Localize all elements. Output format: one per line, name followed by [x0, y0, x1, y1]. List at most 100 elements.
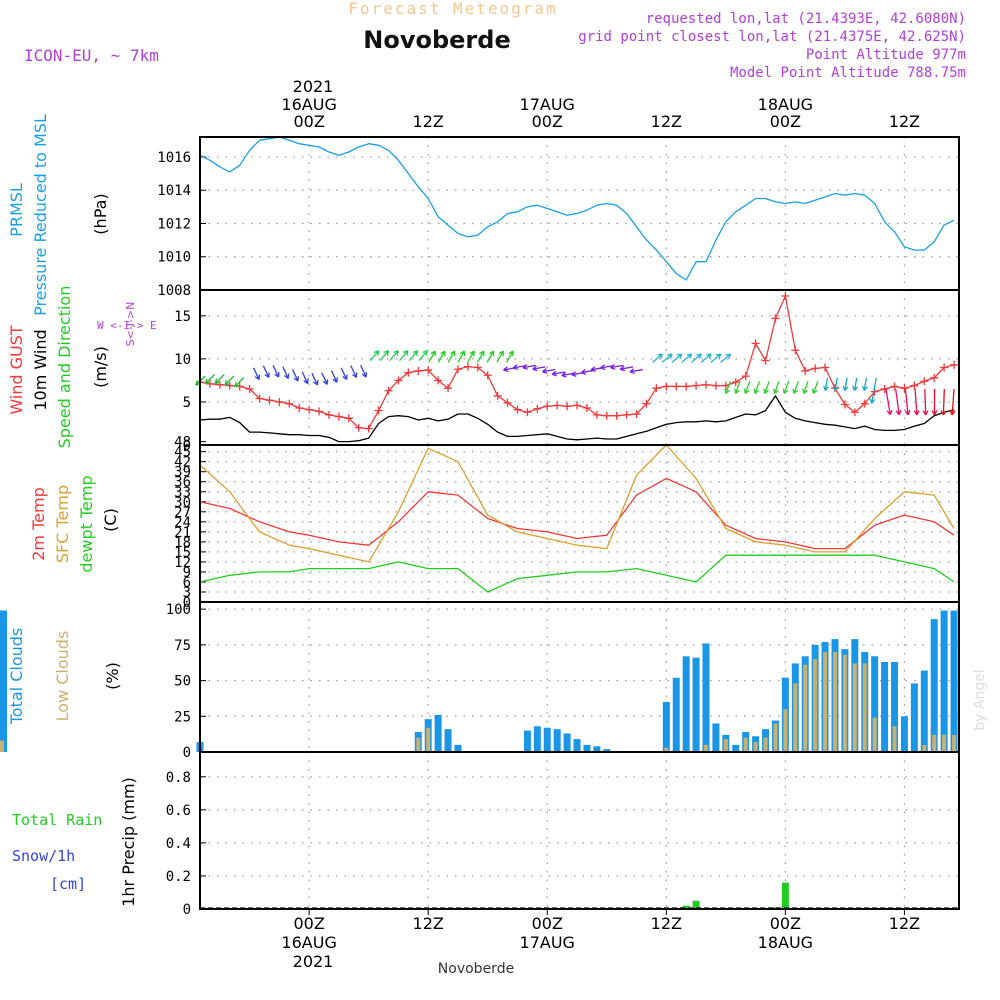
temperature-plot-area: [200, 445, 959, 602]
gust-marker: [602, 411, 611, 420]
wind-arrow: [823, 377, 829, 392]
wind-series-line: [199, 395, 955, 443]
wind-arrow: [467, 350, 475, 363]
top-tick-date: 18AUG: [758, 95, 813, 114]
clouds-bar: [702, 643, 710, 752]
label-2m-temp: 2m Temp: [29, 487, 48, 561]
label-snow-unit: [cm]: [50, 875, 86, 893]
gust-marker: [622, 410, 631, 419]
gust-marker: [453, 365, 462, 374]
wind-arrow: [437, 350, 446, 363]
gust-marker: [463, 362, 472, 371]
gust-marker: [434, 376, 443, 385]
wind-arrow: [842, 377, 849, 392]
wind-arrow: [734, 381, 741, 394]
gust-marker: [315, 407, 324, 416]
wind-ytick-label: 5: [183, 395, 191, 411]
top-tick-label: 00Z: [532, 112, 563, 131]
bottom-tick-label: 00Z: [532, 914, 563, 933]
gust-marker: [910, 381, 919, 390]
pressure-ytick-label: 1014: [157, 183, 191, 199]
precip-bar: [682, 905, 690, 909]
clouds-bar: [563, 733, 571, 752]
wind-arrow: [496, 350, 504, 363]
gust-marker: [930, 373, 939, 382]
wind-arrow: [773, 381, 780, 394]
precip-ytick-label: 0.6: [166, 803, 191, 819]
clouds-bar: [682, 656, 690, 752]
clouds-bar: [922, 744, 927, 752]
label-wind-gust: Wind GUST: [7, 325, 26, 415]
gust-marker: [305, 405, 314, 414]
gust-marker: [414, 366, 423, 375]
precip-panel: 0 0.2 0.4 0.6 0.8: [166, 751, 960, 918]
temperature-ytick-label: 12: [174, 555, 191, 571]
gust-marker: [751, 339, 760, 348]
temperature-ytick-label: 21: [174, 525, 191, 541]
label-precip: 1hr Precip (mm): [119, 777, 138, 907]
temperature-ytick-label: 24: [174, 515, 191, 531]
gust-marker: [563, 402, 572, 411]
wind-arrow: [619, 365, 634, 372]
wind-arrow: [399, 350, 409, 362]
top-tick-label: 12Z: [651, 112, 682, 131]
gust-marker: [334, 412, 343, 421]
gust-marker: [741, 372, 750, 381]
gust-marker: [702, 380, 710, 389]
wind-arrow: [763, 381, 770, 394]
gust-marker: [483, 371, 492, 380]
clouds-bar: [872, 717, 877, 752]
wind-arrow: [931, 389, 938, 416]
wind-arrow: [321, 372, 329, 385]
clouds-bar: [842, 654, 847, 752]
gust-marker: [205, 379, 214, 388]
temperature-series-0: [199, 477, 955, 550]
gust-marker: [840, 400, 849, 409]
label-ms: (m/s): [91, 346, 110, 388]
gust-marker: [255, 394, 264, 403]
wind-arrow: [743, 381, 751, 394]
precip-bar: [692, 900, 700, 909]
wind-arrow: [700, 353, 712, 363]
wind-arrow: [832, 377, 839, 392]
gust-marker: [592, 410, 601, 419]
clouds-bar: [573, 739, 581, 752]
gust-marker: [295, 403, 304, 412]
precip-ytick-label: 0: [183, 902, 191, 918]
gust-marker: [880, 385, 889, 394]
pressure-series-0: [199, 136, 955, 281]
gust-marker: [245, 385, 254, 394]
gust-marker: [652, 384, 661, 393]
temperature-ytick-label: 15: [174, 545, 191, 561]
clouds-bar: [930, 619, 938, 752]
precip-ytick-label: 0.2: [166, 869, 191, 885]
gust-marker: [771, 314, 780, 323]
wind-arrow: [262, 365, 270, 379]
wind-arrow: [541, 368, 556, 374]
clouds-bar: [672, 677, 680, 752]
wind-arrow: [913, 388, 920, 416]
wind-arrow: [330, 370, 338, 383]
clouds-ytick-label: 50: [174, 674, 191, 690]
gust-marker: [860, 399, 869, 408]
clouds-bar: [664, 747, 669, 752]
clouds-bar: [920, 670, 928, 752]
clouds-bar: [712, 723, 720, 752]
wind-arrow: [234, 377, 245, 388]
bottom-tick-date: 17AUG: [520, 933, 575, 952]
pressure-series-line: [199, 136, 955, 281]
gust-marker: [374, 406, 383, 415]
gust-marker: [612, 411, 621, 420]
clouds-bar: [900, 716, 908, 752]
bottom-tick-label: 12Z: [651, 914, 682, 933]
gust-marker: [344, 414, 353, 423]
title-top: Forecast Meteogram: [348, 0, 557, 18]
gust-marker: [553, 401, 562, 410]
wind-arrow: [505, 350, 514, 363]
clouds-bar: [434, 714, 442, 752]
temperature-grid: [200, 445, 959, 602]
gust-marker: [801, 366, 810, 375]
top-tick-label: 12Z: [413, 112, 444, 131]
